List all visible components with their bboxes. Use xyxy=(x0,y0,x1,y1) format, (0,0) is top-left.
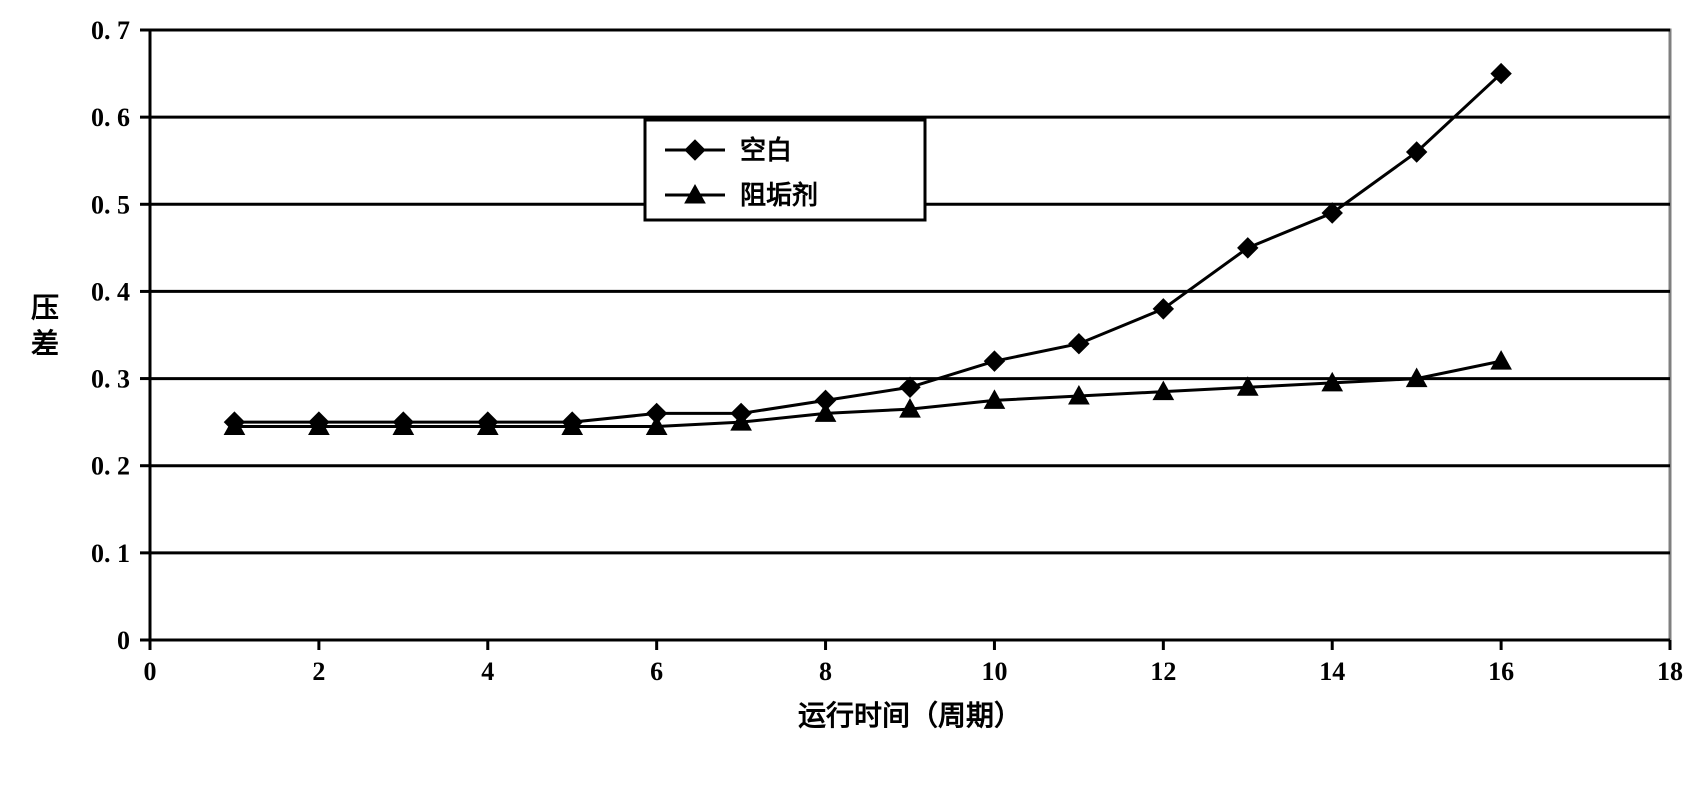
y-tick-label: 0. 2 xyxy=(91,452,130,481)
x-tick-label: 0 xyxy=(144,657,157,686)
x-tick-label: 12 xyxy=(1150,657,1176,686)
x-tick-label: 6 xyxy=(650,657,663,686)
x-tick-label: 16 xyxy=(1488,657,1514,686)
y-tick-label: 0. 7 xyxy=(91,16,130,45)
x-tick-label: 2 xyxy=(312,657,325,686)
svg-text:压: 压 xyxy=(31,293,59,324)
y-tick-label: 0. 6 xyxy=(91,103,130,132)
y-tick-label: 0. 1 xyxy=(91,539,130,568)
y-axis-label: 压差 xyxy=(31,293,59,360)
x-axis-label: 运行时间（周期） xyxy=(798,699,1022,732)
x-tick-label: 10 xyxy=(981,657,1007,686)
line-chart: 0 2 4 6 8 10 12 14 16 18 0 0. 1 0. 2 0. 3 0. 4 0. 5 0. 6… xyxy=(0,0,1702,793)
x-tick-label: 4 xyxy=(481,657,494,686)
svg-text:差: 差 xyxy=(31,327,59,360)
x-tick-label: 18 xyxy=(1657,657,1683,686)
y-tick-label: 0. 5 xyxy=(91,190,130,219)
legend-label-blank: 空白 xyxy=(740,135,792,165)
legend: 空白阻垢剂 xyxy=(645,120,925,220)
y-tick-label: 0. 3 xyxy=(91,365,130,394)
legend-label-inhibitor: 阻垢剂 xyxy=(740,181,818,210)
chart-container: 0 2 4 6 8 10 12 14 16 18 0 0. 1 0. 2 0. 3 0. 4 0. 5 0. 6… xyxy=(0,0,1702,793)
y-tick-label: 0. 4 xyxy=(91,277,130,306)
x-tick-label: 14 xyxy=(1319,657,1345,686)
y-tick-label: 0 xyxy=(117,626,130,655)
x-tick-label: 8 xyxy=(819,657,832,686)
